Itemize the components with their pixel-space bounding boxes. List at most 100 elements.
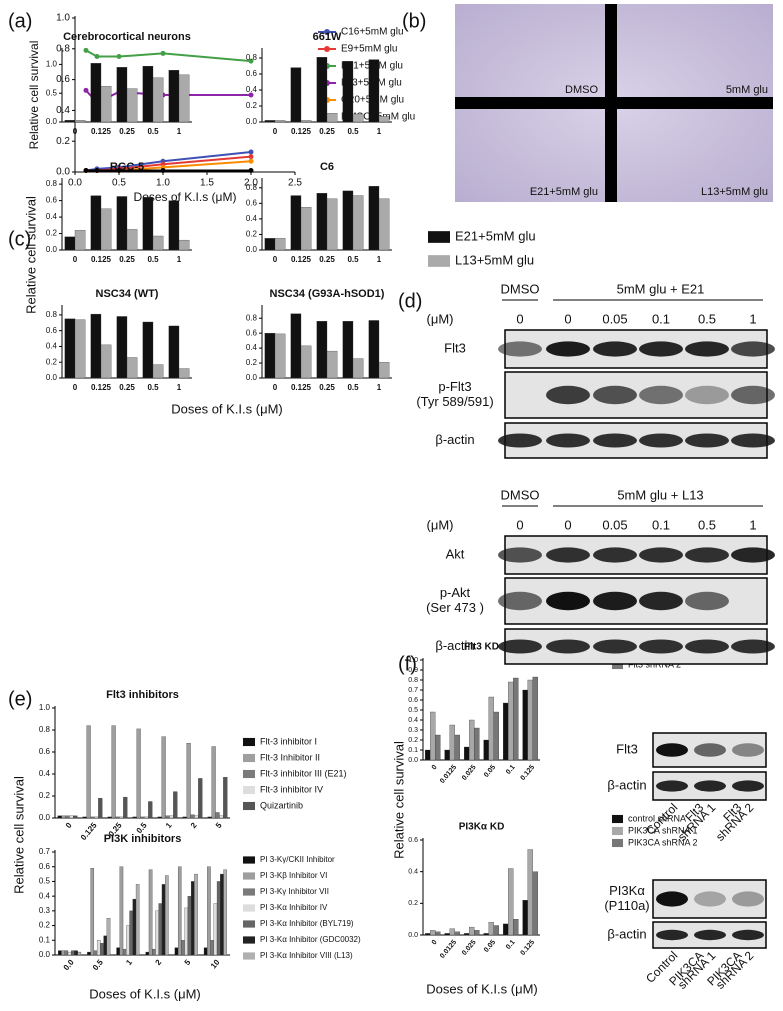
bar	[463, 933, 470, 936]
x-tick-label: 0.0125	[439, 939, 458, 960]
lane-label: 0.5	[698, 517, 716, 532]
bar	[300, 345, 312, 379]
data-point	[248, 92, 254, 98]
bar	[378, 362, 390, 379]
x-axis-label: Doses of K.I.s (μM)	[426, 981, 538, 996]
blot-band	[685, 547, 729, 563]
data-point	[94, 167, 100, 173]
x-tick-label: 0.125	[520, 764, 537, 782]
y-tick-label: 0.6	[46, 326, 58, 335]
legend-label: PI 3-Kα Inhibitor IV	[260, 903, 328, 912]
bar	[290, 195, 302, 251]
x-tick-label: 0.025	[461, 939, 478, 957]
x-tick-label: 0.125	[291, 127, 312, 136]
x-tick-label: 0	[431, 939, 439, 947]
bar	[424, 749, 431, 761]
blot-band	[656, 891, 688, 907]
x-tick-label: 1	[377, 255, 382, 264]
blot-band	[731, 341, 775, 357]
lane-label: 0.05	[602, 517, 627, 532]
blot-band	[639, 433, 683, 448]
bar	[142, 321, 154, 379]
blot-band	[498, 547, 542, 563]
x-tick-label: 1	[377, 383, 382, 392]
legend-label: E9+5mM glu	[341, 44, 397, 55]
bar	[352, 358, 364, 379]
y-tick-label: 0.4	[408, 717, 418, 724]
bar	[178, 74, 190, 123]
bar	[488, 922, 494, 936]
data-point	[248, 149, 254, 155]
bar	[454, 931, 461, 936]
bar	[174, 947, 179, 956]
chart-title: 661W	[313, 31, 342, 43]
bar	[168, 70, 180, 123]
bar	[119, 816, 124, 819]
micrograph-panel: DMSO 5mM glu E21+5mM glu L13+5mM glu	[455, 4, 773, 202]
blot-band	[732, 891, 764, 907]
legend-swatch	[243, 952, 255, 960]
bar	[126, 88, 138, 123]
y-tick-label: 0.6	[408, 837, 418, 844]
x-tick-label: 0.25	[319, 383, 335, 392]
legend-label: Flt-3 inhibitor III (E21)	[260, 768, 347, 778]
blot-band	[639, 385, 683, 405]
x-tick-label: 2.0	[244, 178, 258, 189]
bar	[69, 815, 74, 819]
x-axis-label: Doses of K.I.s (μM)	[89, 986, 201, 1001]
bar	[326, 198, 338, 251]
data-point	[83, 167, 89, 173]
y-tick-label: 0.5	[408, 707, 418, 714]
x-tick-label: 0.05	[483, 939, 497, 954]
y-tick-label: 0.4	[408, 869, 418, 876]
chart-title: PI3Kα KD	[459, 822, 505, 833]
y-tick-label: 0.6	[39, 747, 51, 756]
x-tick-label: 2	[153, 957, 163, 967]
y-tick-label: 0.2	[246, 358, 258, 367]
bar	[111, 725, 116, 819]
bar	[57, 815, 62, 819]
legend-swatch	[428, 255, 450, 267]
x-tick-label: 0.25	[119, 255, 135, 264]
bar	[223, 777, 228, 819]
blot-band	[685, 433, 729, 448]
x-tick-label: 0.5	[91, 957, 105, 972]
bar	[513, 677, 519, 761]
legend-label: PI 3-Kβ Inhibitor VI	[260, 871, 327, 880]
bar	[136, 728, 141, 819]
y-axis-label: Relative cell survival	[391, 741, 406, 859]
y-tick-label: 0.0	[246, 373, 258, 382]
bar	[300, 207, 312, 251]
bar	[100, 86, 112, 123]
bar	[483, 933, 489, 936]
blot-row-label: p-Akt	[440, 585, 471, 600]
y-tick-label: 0.3	[39, 906, 51, 915]
x-tick-label: 0	[64, 820, 74, 830]
y-tick-label: 1.0	[39, 703, 51, 712]
bar	[290, 313, 302, 379]
bar	[74, 120, 86, 123]
blot-band	[593, 433, 637, 448]
legend-swatch	[243, 801, 255, 811]
x-tick-label: 0.5	[347, 127, 359, 136]
chart-title: NSC34 (G93A-hSOD1)	[270, 288, 385, 300]
blot-row-label: Akt	[446, 546, 465, 561]
bar	[126, 925, 130, 956]
bar	[316, 321, 328, 379]
legend-label: E21+5mM glu	[455, 228, 536, 243]
bar	[168, 325, 180, 379]
bar	[129, 910, 133, 956]
bar	[430, 930, 436, 936]
bar	[132, 898, 137, 956]
blot-band	[685, 591, 729, 611]
bar	[126, 357, 138, 379]
bar	[116, 316, 128, 379]
bar	[119, 866, 124, 956]
bar	[203, 947, 208, 956]
legend-label: Flt-3 inhibitor IV	[260, 784, 323, 794]
blot-band	[639, 547, 683, 563]
bar	[215, 812, 220, 819]
y-tick-label: 0.4	[39, 769, 51, 778]
bar	[90, 868, 95, 956]
bar	[342, 61, 354, 123]
